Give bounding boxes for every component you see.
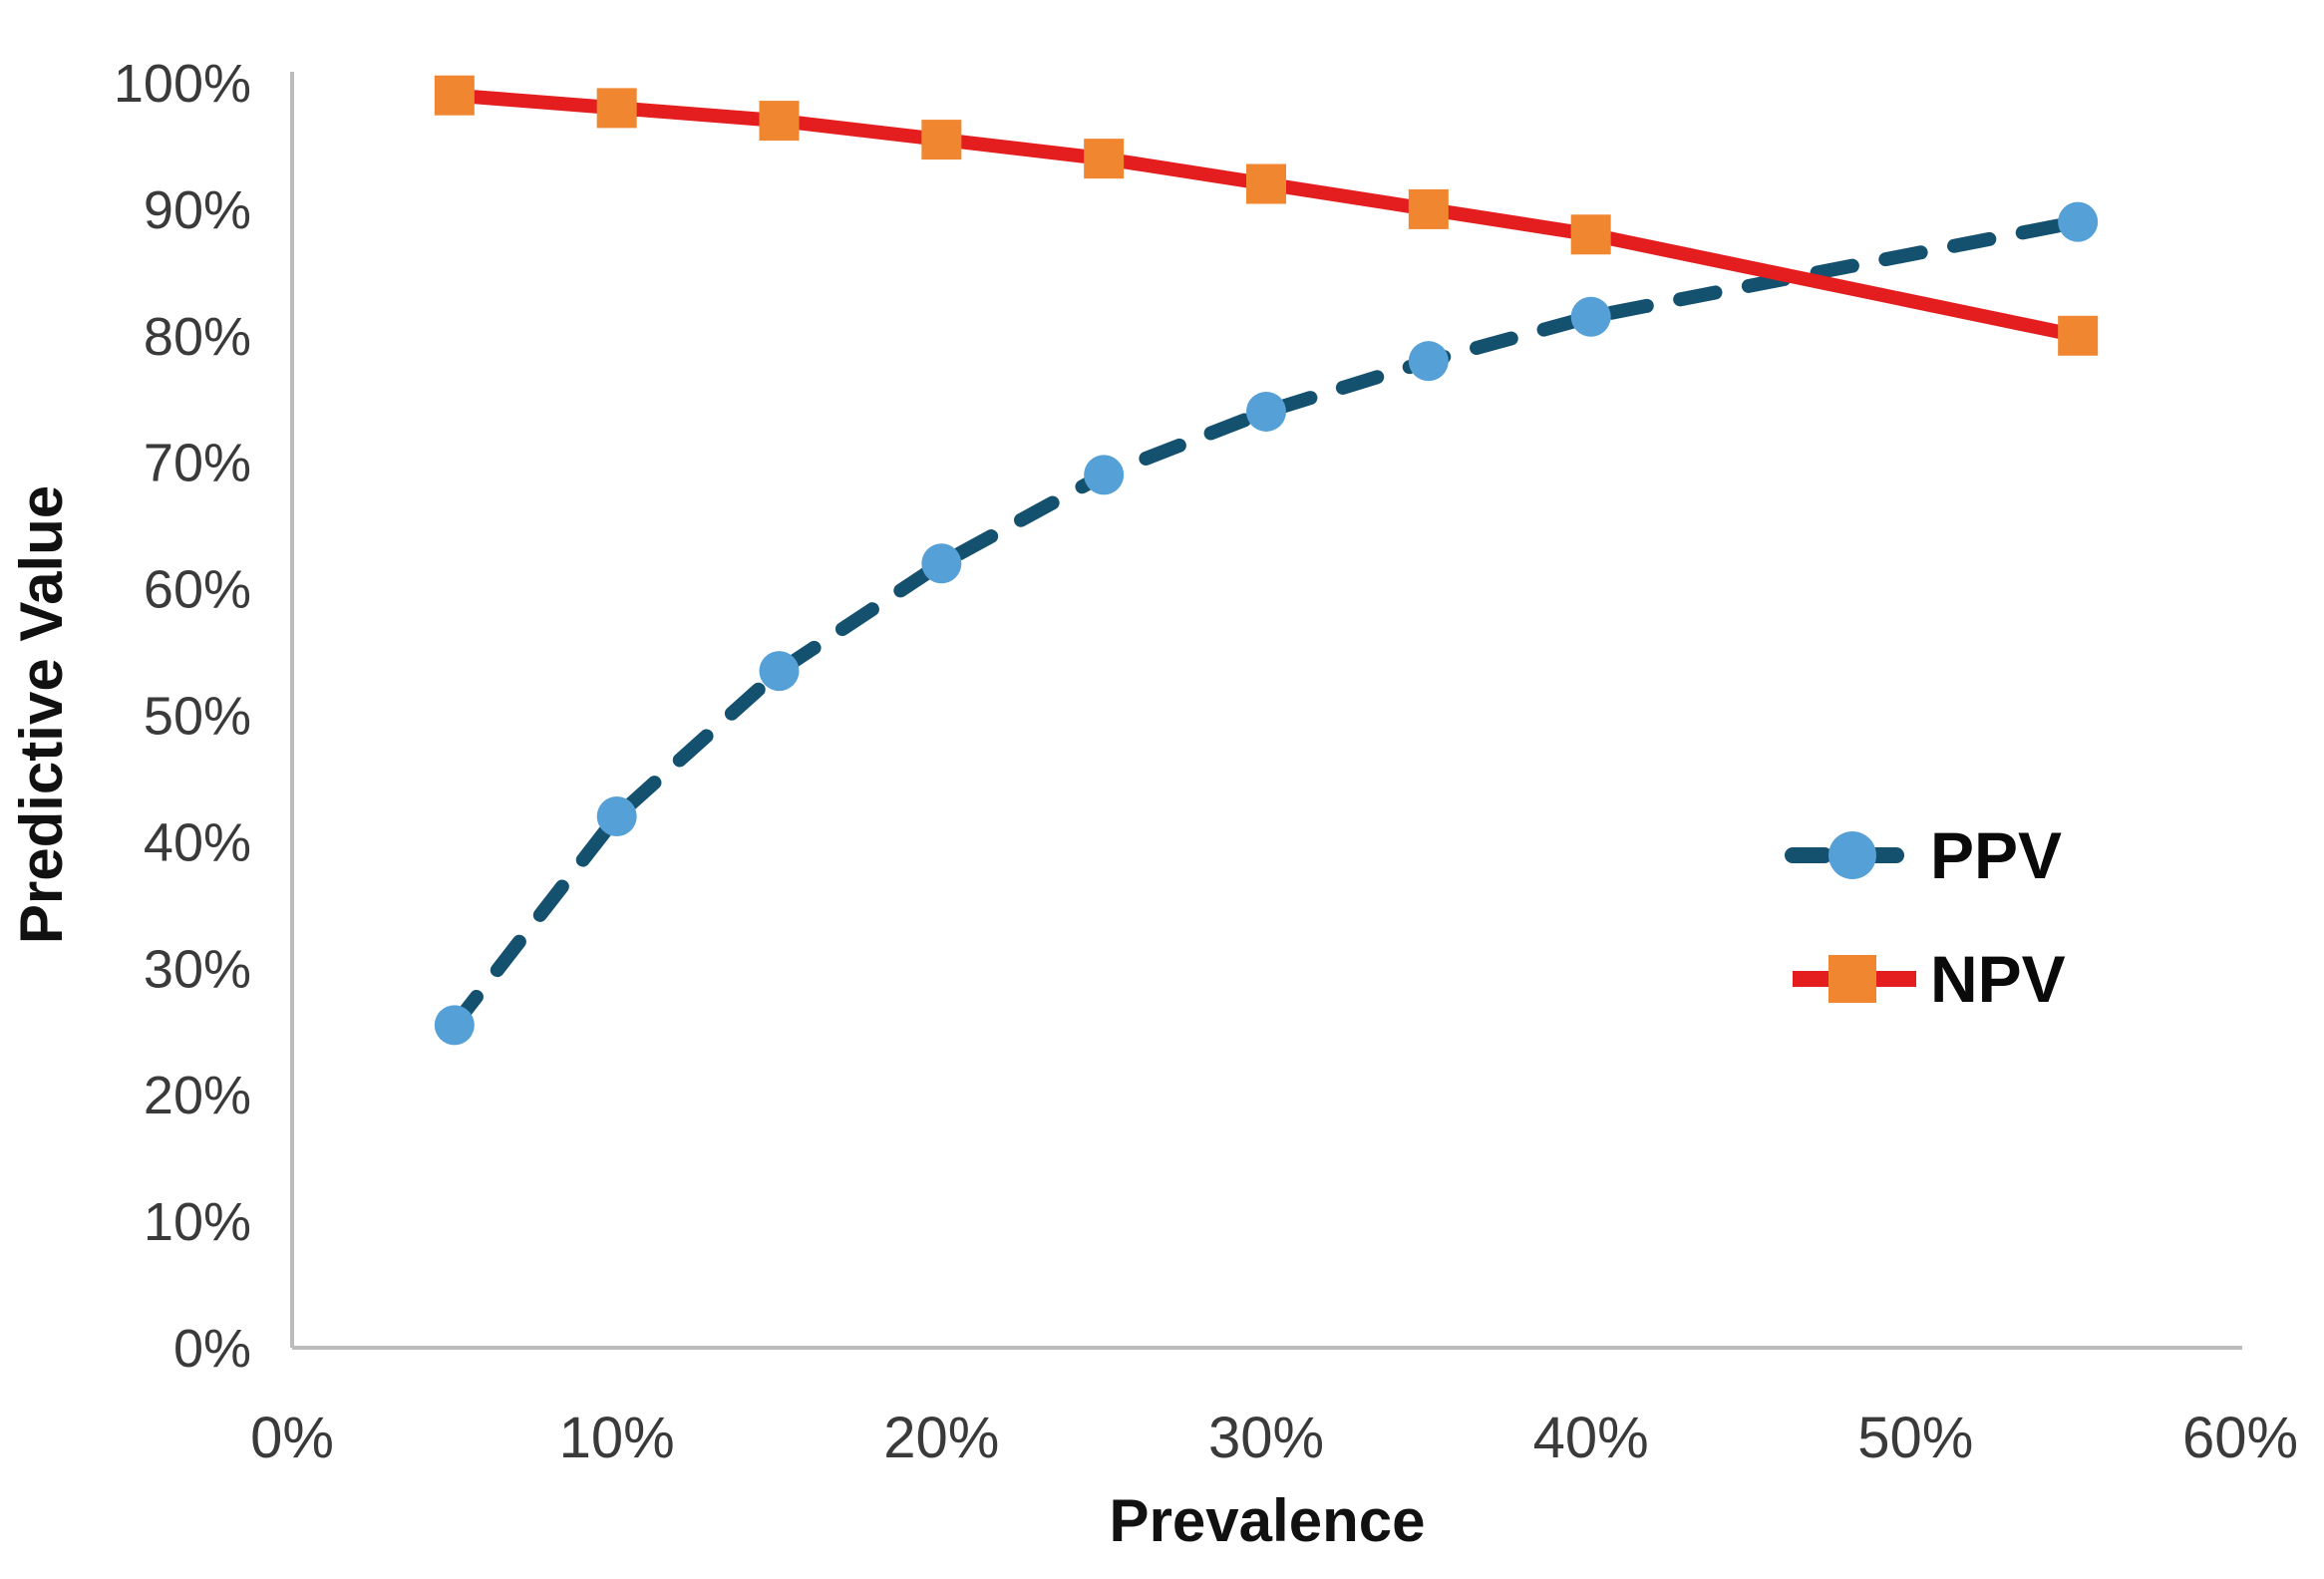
y-tick-label: 90% [144, 180, 251, 240]
ppv-marker [921, 543, 962, 584]
x-tick-label: 60% [2182, 1406, 2298, 1470]
npv-marker [434, 75, 475, 116]
npv-line [454, 88, 2080, 343]
x-tick-label: 50% [1857, 1406, 1973, 1470]
y-tick-label: 50% [144, 687, 251, 747]
npv-marker [1408, 188, 1449, 229]
y-tick-label: 100% [114, 54, 251, 114]
ppv-line [447, 214, 2086, 1033]
y-tick-label: 80% [144, 307, 251, 367]
ppv-marker [1408, 341, 1449, 382]
npv-marker [596, 88, 637, 129]
npv-marker [1570, 214, 1611, 255]
ppv-marker [1246, 391, 1286, 432]
y-axis-tick-labels: 0% 10% 20% 30% 40% 50% 60% 70% 80% 90% 100% [114, 54, 251, 1379]
y-tick-label: 0% [173, 1319, 251, 1379]
legend-item-ppv: PPV [1785, 818, 2062, 892]
y-tick-label: 40% [144, 812, 251, 872]
npv-marker [2058, 315, 2099, 356]
ppv-legend-label: PPV [1930, 818, 2062, 892]
x-tick-label: 40% [1533, 1406, 1649, 1470]
ppv-marker [596, 796, 637, 837]
npv-legend-marker-icon [1828, 955, 1876, 1003]
ppv-marker [1570, 296, 1611, 337]
npv-marker [1246, 163, 1286, 204]
series-group [434, 75, 2099, 1046]
ppv-marker [1084, 455, 1125, 495]
x-tick-label: 10% [559, 1406, 675, 1470]
y-tick-label: 20% [144, 1066, 251, 1125]
x-axis-tick-labels: 0% 10% 20% 30% 40% 50% 60% [250, 1406, 2298, 1470]
npv-legend-label: NPV [1930, 942, 2066, 1016]
ppv-marker [759, 651, 800, 692]
npv-marker [759, 101, 800, 142]
y-tick-label: 10% [144, 1192, 251, 1252]
legend: PPV NPV [1785, 818, 2066, 1016]
ppv-marker [2058, 201, 2099, 242]
y-tick-label: 70% [144, 434, 251, 493]
x-tick-label: 20% [883, 1406, 999, 1470]
y-tick-label: 60% [144, 560, 251, 620]
legend-item-npv: NPV [1793, 942, 2066, 1016]
npv-marker [1084, 139, 1125, 179]
npv-marker [921, 120, 962, 160]
x-axis-title: Prevalence [1110, 1487, 1426, 1554]
ppv-legend-marker-icon [1828, 831, 1876, 879]
x-tick-label: 30% [1208, 1406, 1324, 1470]
x-tick-label: 0% [250, 1406, 334, 1470]
ppv-marker [434, 1005, 475, 1046]
y-axis-title: Predictive Value [8, 485, 75, 944]
y-tick-label: 30% [144, 939, 251, 999]
